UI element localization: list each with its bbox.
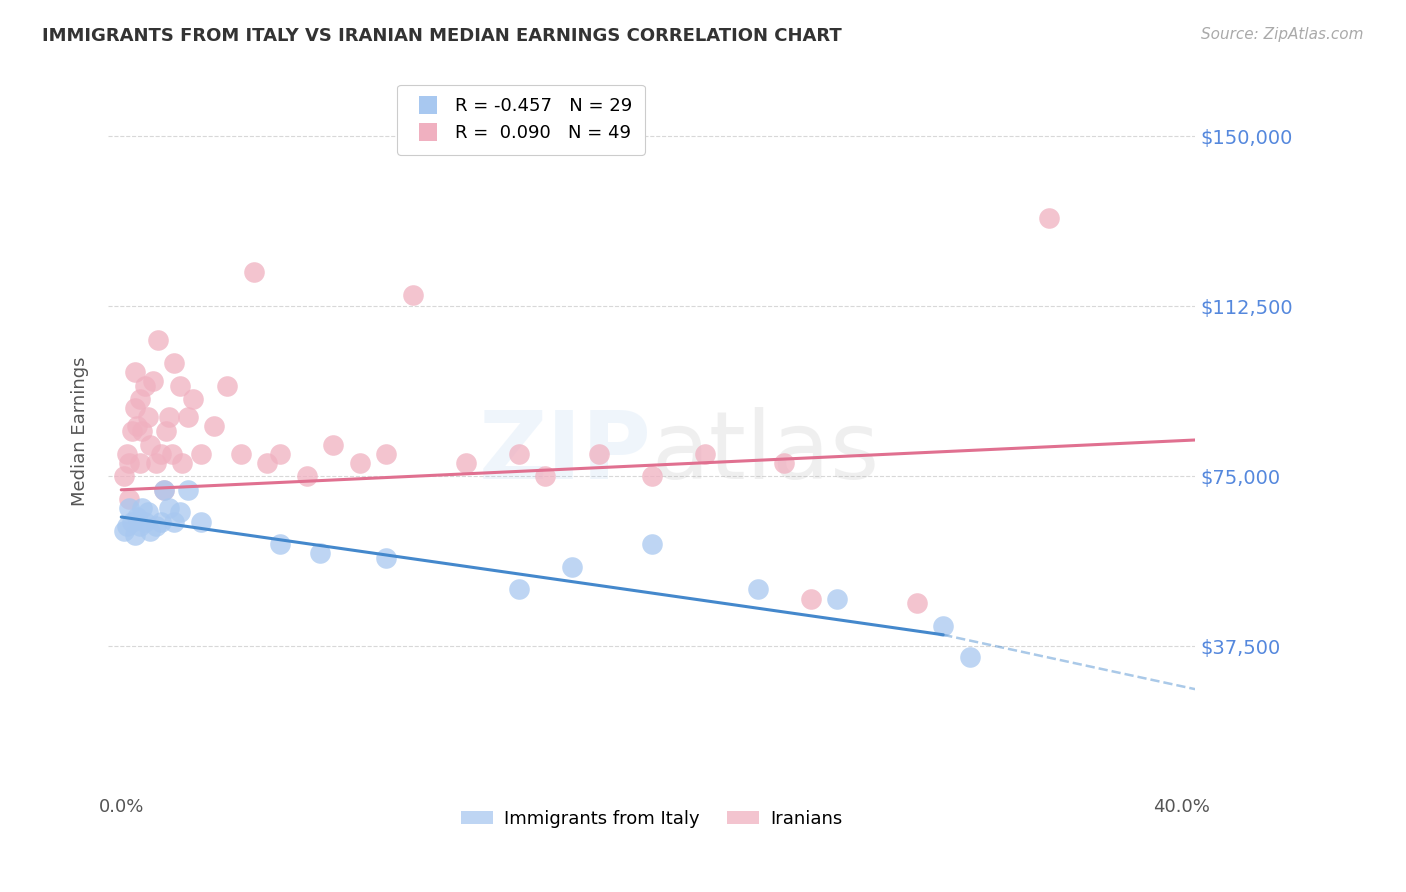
Point [115,519,138,533]
Point [932,618,955,632]
Point [121,515,143,529]
Point [160,447,183,461]
Point [112,469,135,483]
Point [139,437,162,451]
Point [150,515,173,529]
Point [375,447,398,461]
Point [136,506,159,520]
Point [402,288,425,302]
Point [124,365,146,379]
Point [773,456,796,470]
Point [800,591,823,606]
Point [309,546,332,560]
Point [1038,211,1060,225]
Point [169,378,191,392]
Point [190,515,212,529]
Point [825,591,848,606]
Point [190,447,212,461]
Point [142,374,165,388]
Point [150,447,173,461]
Point [588,447,610,461]
Point [148,334,170,348]
Legend: Immigrants from Italy, Iranians: Immigrants from Italy, Iranians [454,803,849,835]
Point [139,524,162,538]
Point [905,596,928,610]
Point [128,392,150,407]
Point [256,456,278,470]
Point [508,447,530,461]
Point [269,537,291,551]
Point [959,650,981,665]
Point [269,447,291,461]
Point [157,500,180,515]
Point [176,483,198,497]
Point [145,519,167,533]
Point [127,510,149,524]
Point [202,419,225,434]
Point [747,582,769,597]
Point [157,410,180,425]
Point [640,537,662,551]
Point [124,401,146,416]
Point [561,559,583,574]
Point [152,483,174,497]
Point [229,447,252,461]
Point [118,500,141,515]
Text: IMMIGRANTS FROM ITALY VS IRANIAN MEDIAN EARNINGS CORRELATION CHART: IMMIGRANTS FROM ITALY VS IRANIAN MEDIAN … [42,27,842,45]
Point [176,410,198,425]
Point [134,378,156,392]
Y-axis label: Median Earnings: Median Earnings [72,356,89,506]
Point [349,456,371,470]
Point [375,550,398,565]
Point [454,456,477,470]
Point [121,424,143,438]
Point [128,519,150,533]
Point [217,378,239,392]
Point [163,515,186,529]
Point [152,483,174,497]
Point [508,582,530,597]
Point [124,528,146,542]
Point [118,456,141,470]
Point [163,356,186,370]
Point [131,424,153,438]
Point [295,469,318,483]
Point [128,456,150,470]
Point [243,265,266,279]
Point [112,524,135,538]
Point [169,506,191,520]
Text: ZIP: ZIP [478,407,651,499]
Point [136,410,159,425]
Point [127,419,149,434]
Point [693,447,716,461]
Point [322,437,344,451]
Text: atlas: atlas [651,407,880,499]
Point [134,515,156,529]
Text: Source: ZipAtlas.com: Source: ZipAtlas.com [1201,27,1364,42]
Point [181,392,204,407]
Point [534,469,557,483]
Point [118,491,141,506]
Point [155,424,177,438]
Point [172,456,194,470]
Point [131,500,153,515]
Point [115,447,138,461]
Point [640,469,662,483]
Point [145,456,167,470]
